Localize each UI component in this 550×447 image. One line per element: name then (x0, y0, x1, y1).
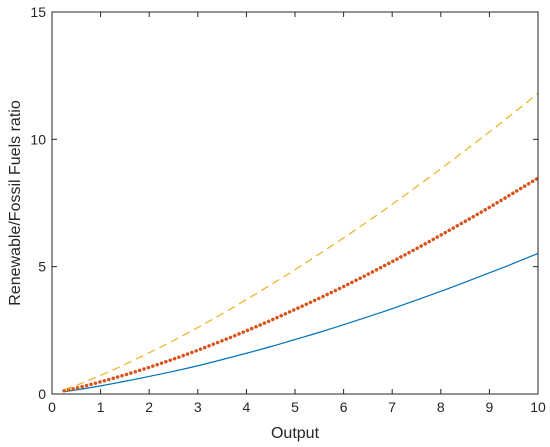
x-tick-label: 10 (530, 399, 546, 415)
y-axis-label: Renewable/Fossil Fuels ratio (7, 100, 24, 306)
x-tick-label: 5 (291, 399, 299, 415)
x-tick-label: 0 (48, 399, 56, 415)
y-tick-label: 0 (38, 386, 46, 402)
y-tick-label: 10 (30, 131, 46, 147)
series-layer (62, 93, 540, 393)
x-tick-label: 4 (243, 399, 251, 415)
y-tick-label: 5 (38, 259, 46, 275)
x-tick-label: 7 (388, 399, 396, 415)
x-tick-label: 3 (194, 399, 202, 415)
x-axis-label: Output (271, 425, 320, 442)
series-line-2 (62, 176, 540, 393)
series-line-3 (63, 93, 539, 390)
y-tick-label: 15 (30, 4, 46, 20)
x-tick-label: 9 (486, 399, 494, 415)
series-line-1 (64, 252, 539, 393)
x-axis-ticks: 0 1 2 3 4 5 6 7 8 9 10 (48, 12, 546, 415)
x-tick-label: 1 (97, 399, 105, 415)
x-tick-label: 6 (340, 399, 348, 415)
x-tick-label: 8 (437, 399, 445, 415)
plot-area (52, 12, 538, 394)
x-tick-label: 2 (145, 399, 153, 415)
y-axis-ticks: 0 5 10 15 (30, 4, 538, 402)
